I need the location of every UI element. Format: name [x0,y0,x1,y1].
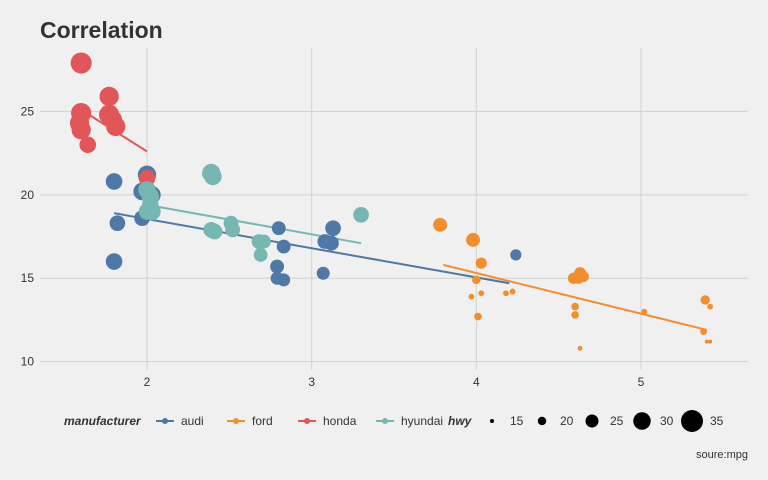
data-point-hyundai [204,167,222,186]
data-point-hyundai [253,247,268,262]
size-legend-item-15: 15 [490,414,524,428]
size-key-dot [585,414,599,428]
data-point-ford [571,311,579,319]
data-point-ford [478,290,485,297]
legend-item-audi: audi [156,414,204,428]
legend-item-hyundai: hyundai [376,414,443,428]
legend-label: hyundai [401,414,443,428]
data-point-ford [700,295,710,305]
y-tick-label: 10 [21,355,35,369]
legend-label: honda [323,414,357,428]
legend-key-dot [382,418,388,424]
data-point-ford [468,293,475,300]
legend-key-dot [233,418,239,424]
legend-label: audi [181,414,204,428]
trend-line-ford [443,263,708,331]
data-point-ford [708,339,713,344]
size-legend-label: 20 [560,414,574,428]
y-tick-label: 20 [21,188,35,202]
data-point-audi [276,239,291,254]
data-point-ford [433,217,448,232]
size-key-dot [681,410,703,432]
data-point-audi [105,173,123,190]
size-legend-item-35: 35 [681,410,724,432]
size-legend-item-30: 30 [633,412,674,430]
size-legend-item-25: 25 [585,414,624,428]
data-point-audi [510,249,522,261]
size-key-dot [490,419,494,423]
data-point-audi [324,235,339,251]
data-point-honda [70,52,92,74]
legend-key-dot [304,418,310,424]
x-tick-label: 2 [144,375,151,389]
legend-key-dot [162,418,168,424]
data-point-ford [577,345,583,351]
data-point-ford [707,303,714,310]
data-point-audi [109,215,126,232]
legend-item-ford: ford [227,414,273,428]
chart-title: Correlation [40,17,163,43]
data-point-hyundai [138,203,156,220]
trend-line-audi [113,212,510,285]
x-tick-label: 5 [638,375,645,389]
size-legend-label: 15 [510,414,524,428]
data-point-audi [325,220,341,237]
data-point-audi [316,266,330,280]
x-tick-label: 4 [473,375,480,389]
data-point-honda [106,116,126,137]
data-point-audi [105,253,123,270]
data-point-honda [71,120,91,140]
data-point-ford [509,288,516,295]
data-point-ford [475,257,487,269]
legend-item-honda: honda [298,414,357,428]
data-point-ford [503,290,509,297]
y-tick-label: 15 [21,271,35,285]
chart-caption: soure:mpg [696,449,748,461]
data-point-audi [277,273,291,287]
data-point-ford [641,308,648,315]
size-legend-title: hwy [448,414,473,428]
data-point-honda [99,86,119,107]
data-point-ford [704,339,709,344]
axis-tick-labels: 2 3 4 5 10 15 20 25 [21,104,645,389]
size-key-dot [633,412,651,430]
data-point-hyundai [256,234,271,249]
size-legend-label: 35 [710,414,724,428]
data-point-audi [270,259,285,274]
legend-label: ford [252,414,273,428]
data-points [69,52,714,351]
color-legend-title: manufacturer [64,414,142,428]
color-legend-items: audi ford honda hyundai [156,414,443,428]
trend-lines [80,108,708,331]
size-legend-label: 25 [610,414,624,428]
data-point-ford [571,302,579,311]
legend: manufacturer audi ford honda hyundai hwy 15… [64,410,724,432]
size-legend-label: 30 [660,414,674,428]
x-tick-label: 3 [308,375,315,389]
y-tick-label: 25 [21,104,35,118]
data-point-hyundai [225,222,241,238]
size-legend-items: 15 20 25 30 35 [490,410,724,432]
data-point-ford [700,328,707,335]
data-point-ford [466,232,480,247]
data-point-hyundai [353,206,369,223]
size-key-dot [537,416,547,426]
data-point-hyundai [206,223,223,240]
data-point-audi [271,221,286,236]
data-point-ford [472,275,481,285]
size-legend-item-20: 20 [537,414,574,428]
data-point-ford [474,312,482,321]
data-point-honda [79,136,97,154]
data-point-ford [577,270,589,283]
